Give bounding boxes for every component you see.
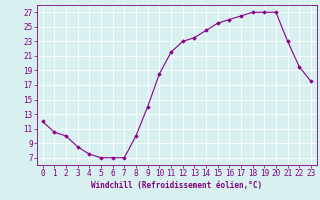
X-axis label: Windchill (Refroidissement éolien,°C): Windchill (Refroidissement éolien,°C) [91, 181, 262, 190]
